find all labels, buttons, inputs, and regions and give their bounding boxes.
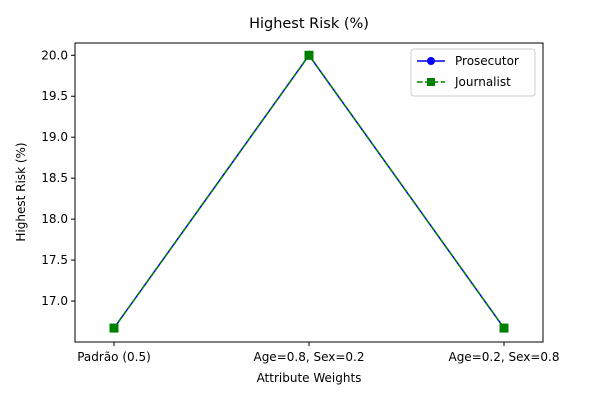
y-tick-label: 17.0 bbox=[41, 294, 68, 308]
y-tick-label: 18.5 bbox=[41, 171, 68, 185]
x-axis-label: Attribute Weights bbox=[257, 371, 362, 385]
y-tick-label: 17.5 bbox=[41, 253, 68, 267]
x-tick-label: Padrão (0.5) bbox=[77, 350, 151, 364]
legend-marker-journalist bbox=[427, 78, 435, 86]
legend-label-prosecutor: Prosecutor bbox=[455, 54, 519, 68]
legend: Prosecutor Journalist bbox=[410, 48, 536, 97]
legend-marker-prosecutor bbox=[427, 57, 435, 65]
x-tick-label: Age=0.2, Sex=0.8 bbox=[448, 350, 559, 364]
y-axis-label: Highest Risk (%) bbox=[14, 142, 28, 241]
legend-label-journalist: Journalist bbox=[454, 75, 511, 89]
data-point-journalist bbox=[499, 323, 509, 333]
y-tick-label: 19.0 bbox=[41, 130, 68, 144]
data-point-journalist bbox=[109, 323, 119, 333]
plot-area: 17.0 17.5 18.0 18.5 19.0 19.5 20.0 Padrão (0.5)… bbox=[41, 42, 560, 364]
x-tick-label: Age=0.8, Sex=0.2 bbox=[253, 350, 364, 364]
data-point-journalist bbox=[304, 50, 314, 60]
y-tick-label: 18.0 bbox=[41, 212, 68, 226]
y-tick-label: 20.0 bbox=[41, 48, 68, 62]
chart-title: Highest Risk (%) bbox=[249, 16, 369, 32]
y-tick-label: 19.5 bbox=[41, 89, 68, 103]
